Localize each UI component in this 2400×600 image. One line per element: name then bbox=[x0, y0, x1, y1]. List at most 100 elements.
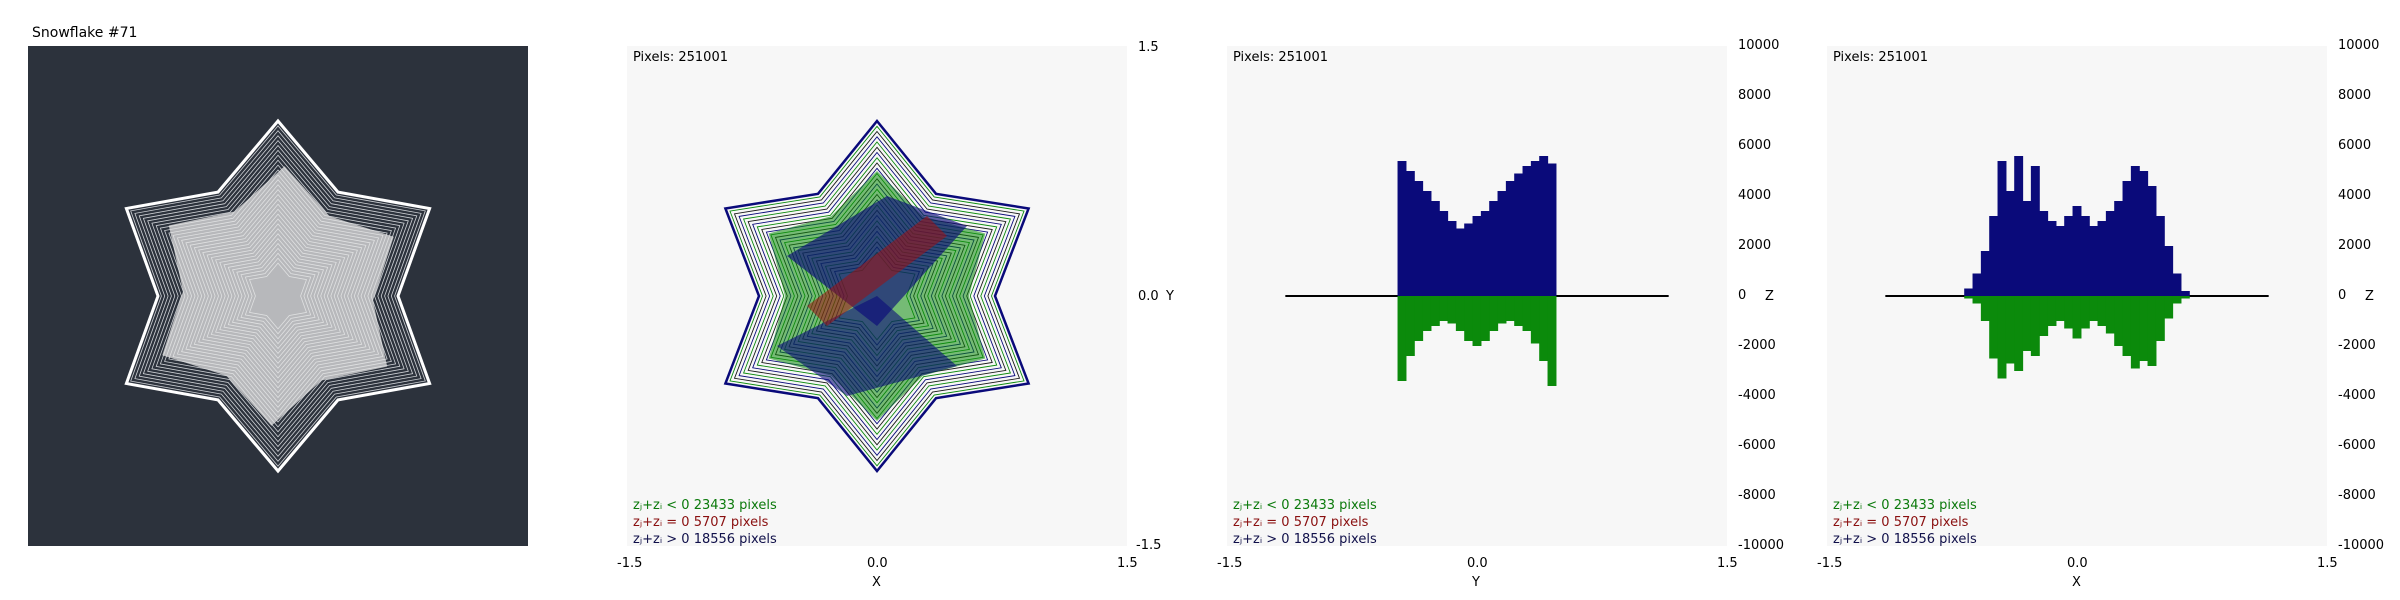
negative-bar bbox=[2047, 296, 2057, 326]
snowflake-contour bbox=[138, 135, 418, 457]
negative-bar bbox=[2089, 296, 2099, 321]
negative-bar bbox=[1414, 296, 1424, 341]
yz-bar-svg bbox=[1285, 156, 1669, 386]
legend: zⱼ+zᵢ < 0 23433 pixels zⱼ+zᵢ = 0 5707 pi… bbox=[1233, 497, 1377, 548]
z-tick-label: -2000 bbox=[2338, 338, 2376, 353]
positive-bar bbox=[2022, 201, 2032, 296]
z-tick-label: 8000 bbox=[1738, 88, 1772, 103]
xy-contour bbox=[756, 157, 998, 436]
positive-bar bbox=[2147, 186, 2157, 296]
positive-bar bbox=[1472, 216, 1482, 296]
negative-bar bbox=[1505, 296, 1515, 321]
x-tick-mid: 0.0 bbox=[2067, 556, 2088, 571]
xz-z-axis-label: Z bbox=[2365, 289, 2374, 304]
xy-contour bbox=[738, 136, 1016, 457]
xy-contour bbox=[752, 151, 1002, 441]
x-tick-mid: 0.0 bbox=[1467, 556, 1488, 571]
negative-bar bbox=[2122, 296, 2132, 356]
positive-bar bbox=[2014, 156, 2024, 296]
xz-bar-svg bbox=[1885, 156, 2269, 379]
x-tick-left: -1.5 bbox=[1217, 556, 1243, 571]
negative-bar bbox=[2105, 296, 2115, 334]
negative-bar bbox=[2180, 296, 2190, 299]
positive-bar bbox=[1439, 211, 1449, 296]
positive-bar bbox=[1989, 216, 1999, 296]
positive-bar bbox=[1972, 273, 1982, 296]
positive-bar bbox=[1447, 221, 1457, 296]
positive-bar bbox=[2180, 291, 2190, 296]
xy-positive-region bbox=[777, 296, 957, 396]
positive-bar bbox=[1514, 173, 1524, 296]
positive-bar bbox=[2030, 166, 2040, 296]
x-tick-right: 1.5 bbox=[1117, 556, 1138, 571]
positive-bar bbox=[2055, 226, 2065, 296]
negative-bar bbox=[1397, 296, 1407, 381]
positive-bar bbox=[2064, 216, 2074, 296]
negative-bar bbox=[1514, 296, 1524, 326]
negative-bar bbox=[1489, 296, 1499, 331]
negative-bar bbox=[1964, 296, 1974, 299]
negative-bar bbox=[1464, 296, 1474, 341]
x-axis-label: X bbox=[872, 575, 881, 590]
legend-item-zero: zⱼ+zᵢ = 0 5707 pixels bbox=[1833, 515, 1969, 530]
legend-item-positive: zⱼ+zᵢ > 0 18556 pixels bbox=[1833, 532, 1977, 547]
z-tick-label: -4000 bbox=[1738, 388, 1776, 403]
z-tick-label: -6000 bbox=[2338, 438, 2376, 453]
z-tick-label: -8000 bbox=[1738, 488, 1776, 503]
negative-bar bbox=[2039, 296, 2049, 336]
pixels-label: Pixels: 251001 bbox=[1833, 50, 1928, 65]
negative-bar bbox=[1472, 296, 1482, 346]
y-tick-mid: 0.0 bbox=[1138, 289, 1159, 304]
negative-bar bbox=[2014, 296, 2024, 371]
yz-plot-area: Pixels: 251001 zⱼ+zᵢ < 0 23433 pixels zⱼ… bbox=[1227, 46, 1727, 548]
x-tick-mid: 0.0 bbox=[867, 556, 888, 571]
snowflake-title: Snowflake #71 bbox=[32, 25, 138, 41]
z-tick-label: -8000 bbox=[2338, 488, 2376, 503]
snowflake-contour bbox=[147, 144, 409, 448]
positive-bar bbox=[2139, 171, 2149, 296]
negative-bar bbox=[1539, 296, 1549, 361]
positive-bar bbox=[2080, 216, 2090, 296]
positive-bar bbox=[2122, 181, 2132, 296]
positive-bar bbox=[1422, 191, 1432, 296]
positive-bar bbox=[2005, 191, 2015, 296]
pixels-label: Pixels: 251001 bbox=[1233, 50, 1328, 65]
snowflake-contour bbox=[164, 164, 392, 428]
negative-bar bbox=[1530, 296, 1540, 344]
y-tick-bottom: -1.5 bbox=[1136, 538, 1162, 553]
x-tick-right: 1.5 bbox=[1717, 556, 1738, 571]
z-tick-label: 4000 bbox=[2338, 188, 2372, 203]
negative-bar bbox=[1972, 296, 1982, 304]
legend: zⱼ+zᵢ < 0 23433 pixels zⱼ+zᵢ = 0 5707 pi… bbox=[633, 497, 777, 548]
z-tick-label: 0 bbox=[1738, 288, 1747, 303]
positive-bar bbox=[2105, 211, 2115, 296]
positive-bar bbox=[1997, 161, 2007, 296]
yz-z-axis-label: Z bbox=[1765, 289, 1774, 304]
negative-bar bbox=[2097, 296, 2107, 326]
z-tick-label: 6000 bbox=[2338, 138, 2372, 153]
z-tick-label: 8000 bbox=[2338, 88, 2372, 103]
xy-zero-region bbox=[807, 216, 947, 326]
positive-bar bbox=[2114, 201, 2124, 296]
xy-contour bbox=[742, 141, 1012, 451]
positive-bar bbox=[1522, 166, 1532, 296]
legend-item-negative: zⱼ+zᵢ < 0 23433 pixels bbox=[1833, 498, 1977, 513]
x-tick-left: -1.5 bbox=[1817, 556, 1843, 571]
negative-bar bbox=[2130, 296, 2140, 369]
positive-bar bbox=[1980, 251, 1990, 296]
legend: zⱼ+zᵢ < 0 23433 pixels zⱼ+zᵢ = 0 5707 pi… bbox=[1833, 497, 1977, 548]
positive-bar bbox=[1480, 211, 1490, 296]
snowflake-contour bbox=[159, 159, 397, 433]
xz-plot-area: Pixels: 251001 zⱼ+zᵢ < 0 23433 pixels zⱼ… bbox=[1827, 46, 2327, 548]
y-tick-top: 1.5 bbox=[1138, 40, 1159, 55]
z-tick-label: 10000 bbox=[2338, 38, 2380, 53]
positive-bar bbox=[2130, 166, 2140, 296]
positive-bar bbox=[1405, 171, 1415, 296]
snowflake-contour bbox=[124, 118, 432, 474]
snowflake-contour bbox=[130, 125, 426, 467]
snowflake-core bbox=[162, 166, 394, 426]
xy-plot-area: Pixels: 251001 zⱼ+zᵢ < 0 23433 pixels zⱼ… bbox=[627, 46, 1127, 548]
xy-contour bbox=[733, 130, 1021, 462]
pixels-label: Pixels: 251001 bbox=[633, 50, 728, 65]
negative-bar bbox=[2030, 296, 2040, 356]
